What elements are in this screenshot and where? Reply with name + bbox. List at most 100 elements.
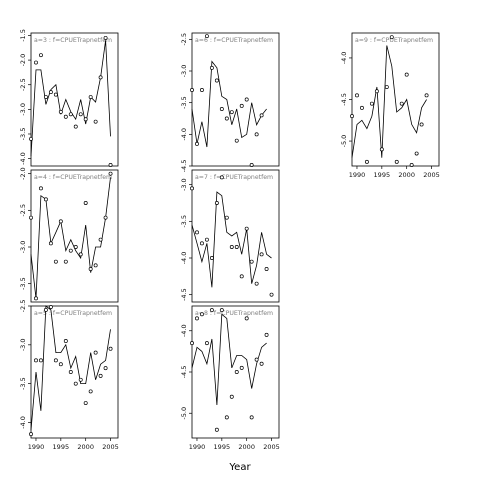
fitted-line: [30, 305, 111, 431]
observed-point: [219, 175, 224, 180]
y-tick-label: -3.5: [19, 128, 27, 141]
observed-point: [38, 53, 43, 58]
observed-point: [93, 119, 98, 124]
observed-point: [259, 113, 264, 118]
observed-point: [244, 226, 249, 231]
panel-4: a=4 : f=CPUETrapnetfem -2.0 -2.5 -3.0 -3.5: [19, 167, 119, 303]
y-tick-label: -4.0: [180, 128, 188, 141]
observed-point: [234, 245, 239, 249]
panel-frame: [30, 32, 119, 167]
x-axis-label: Year: [228, 462, 251, 473]
observed-point: [93, 350, 98, 355]
fitted-line: [191, 191, 272, 288]
y-tick-label: -4.5: [180, 288, 188, 301]
x-tick-label: 1990: [189, 443, 206, 451]
panel-5: a=7 : f=CPUETrapnetfem -3.0 -3.5 -4.0 -4.5: [180, 169, 280, 303]
observed-point: [73, 245, 78, 249]
y-tick-label: -3.0: [180, 65, 188, 78]
observed-point: [259, 361, 264, 366]
x-tick-label: 2000: [398, 171, 415, 179]
observed-point: [214, 427, 219, 432]
observed-point: [88, 389, 93, 394]
y-tick-label: -3.5: [19, 277, 27, 290]
observed-point: [58, 109, 63, 114]
observed-point: [269, 292, 274, 297]
observed-point: [239, 103, 244, 108]
observed-point: [379, 147, 384, 152]
y-tick-label: -2.5: [19, 78, 27, 91]
observed-point: [53, 358, 58, 363]
observed-point: [199, 241, 204, 246]
observed-point: [190, 88, 194, 92]
observed-point: [93, 263, 98, 268]
y-tick-label: -2.0: [19, 54, 27, 67]
observed-point: [78, 112, 83, 117]
observed-point: [224, 415, 229, 420]
observed-point: [48, 305, 53, 309]
y-tick-label: -3.0: [19, 338, 27, 351]
observed-point: [63, 114, 68, 119]
observed-point: [103, 35, 108, 40]
observed-point: [219, 308, 224, 313]
observed-point: [29, 136, 33, 141]
observed-point: [199, 312, 204, 317]
y-tick-label: -1.5: [19, 29, 27, 42]
observed-point: [103, 366, 108, 371]
observed-point: [364, 159, 369, 164]
y-tick-label: -4.0: [180, 324, 188, 337]
observed-point: [190, 186, 194, 191]
observed-point: [29, 215, 33, 220]
observed-point: [244, 97, 249, 102]
observed-point: [43, 95, 48, 99]
observed-point: [264, 332, 269, 337]
x-tick-label: 1990: [28, 443, 45, 451]
y-tick-label: -2.5: [19, 300, 27, 313]
observed-point: [190, 341, 194, 346]
y-tick-label: -4.5: [180, 366, 188, 379]
observed-point: [209, 65, 214, 70]
observed-point: [249, 259, 254, 264]
observed-point: [224, 215, 229, 220]
fitted-line: [191, 60, 267, 148]
observed-point: [108, 163, 113, 167]
observed-point: [239, 365, 244, 370]
panel-2: a=6 : f=CPUETrapnetfem -2.5 -3.0 -3.5 -4.0 -4…: [180, 32, 280, 172]
panel-frame: [191, 169, 280, 303]
x-tick-label: 2000: [238, 443, 255, 451]
y-tick-label: -4.0: [19, 152, 27, 165]
y-tick-label: -2.5: [19, 204, 27, 217]
observed-point: [73, 124, 78, 129]
observed-point: [63, 259, 68, 264]
observed-point: [374, 89, 379, 94]
observed-point: [58, 219, 63, 224]
observed-point: [254, 281, 259, 286]
observed-point: [83, 201, 88, 205]
observed-point: [195, 141, 199, 146]
observed-point: [199, 88, 204, 92]
panel-frame: [30, 305, 119, 439]
observed-point: [29, 432, 33, 437]
observed-point: [264, 267, 269, 271]
panel-strip-label: a=8 : f=CPUETrapnetfem: [195, 310, 273, 317]
fitted-line: [30, 40, 111, 157]
x-tick-label: 2000: [77, 443, 94, 451]
observed-point: [359, 105, 364, 110]
y-tick-label: -4.5: [340, 93, 348, 106]
observed-point: [98, 75, 103, 80]
panel-1: a=3 : f=CPUETrapnetfem -1.5 -2.0 -2.5 -3.0 -3…: [19, 29, 119, 167]
y-tick-label: -4.0: [19, 416, 27, 429]
panel-frame: [30, 169, 119, 303]
y-tick-label: -3.5: [180, 96, 188, 109]
observed-point: [414, 151, 419, 156]
observed-point: [204, 341, 209, 346]
observed-point: [53, 92, 58, 97]
observed-point: [195, 316, 199, 321]
observed-point: [38, 358, 43, 363]
y-tick-label: -3.0: [180, 178, 188, 191]
observed-point: [53, 259, 58, 264]
observed-point: [254, 357, 259, 362]
panel-strip-label: a=3 : f=CPUETrapnetfem: [34, 37, 112, 44]
observed-point: [78, 252, 83, 257]
observed-point: [404, 72, 409, 77]
observed-point: [34, 358, 38, 363]
